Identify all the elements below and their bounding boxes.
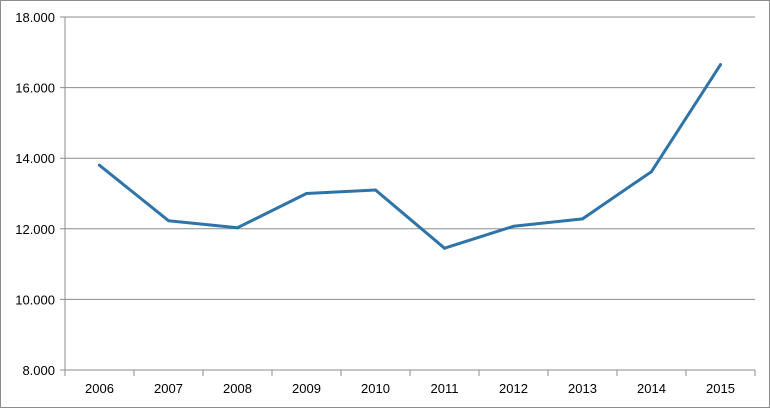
data-point (98, 163, 101, 167)
x-tick-label: 2012 (499, 381, 528, 396)
y-tick-label: 10.000 (15, 292, 55, 307)
y-axis: 8.000 10.000 12.000 14.000 16.000 18.000 (15, 10, 66, 378)
data-point (512, 224, 515, 228)
data-point (374, 188, 377, 192)
x-tick-label: 2006 (85, 381, 114, 396)
data-point (236, 226, 239, 230)
x-tick-label: 2015 (706, 381, 735, 396)
x-tick-label: 2013 (568, 381, 597, 396)
y-tick-label: 18.000 (15, 10, 55, 25)
x-axis: 2006 2007 2008 2009 2010 2011 2012 2013 2014 2015 (64, 370, 756, 396)
data-point (581, 217, 584, 221)
y-tick-label: 16.000 (15, 81, 55, 96)
x-tick-label: 2011 (431, 381, 459, 396)
gridlines (60, 16, 755, 371)
x-tick-label: 2007 (154, 381, 183, 396)
data-point (305, 192, 308, 195)
data-point (650, 170, 653, 174)
data-point (443, 246, 446, 250)
y-tick-label: 8.000 (22, 363, 55, 378)
y-tick-label: 14.000 (15, 151, 55, 166)
series-group (98, 63, 722, 250)
data-point (167, 219, 170, 223)
x-tick-label: 2014 (637, 381, 666, 396)
x-tick-label: 2008 (223, 381, 252, 396)
y-tick-label: 12.000 (15, 222, 55, 237)
x-tick-label: 2009 (292, 381, 321, 396)
data-point (719, 63, 722, 67)
x-tick-label: 2010 (361, 381, 390, 396)
series-line (98, 63, 722, 250)
